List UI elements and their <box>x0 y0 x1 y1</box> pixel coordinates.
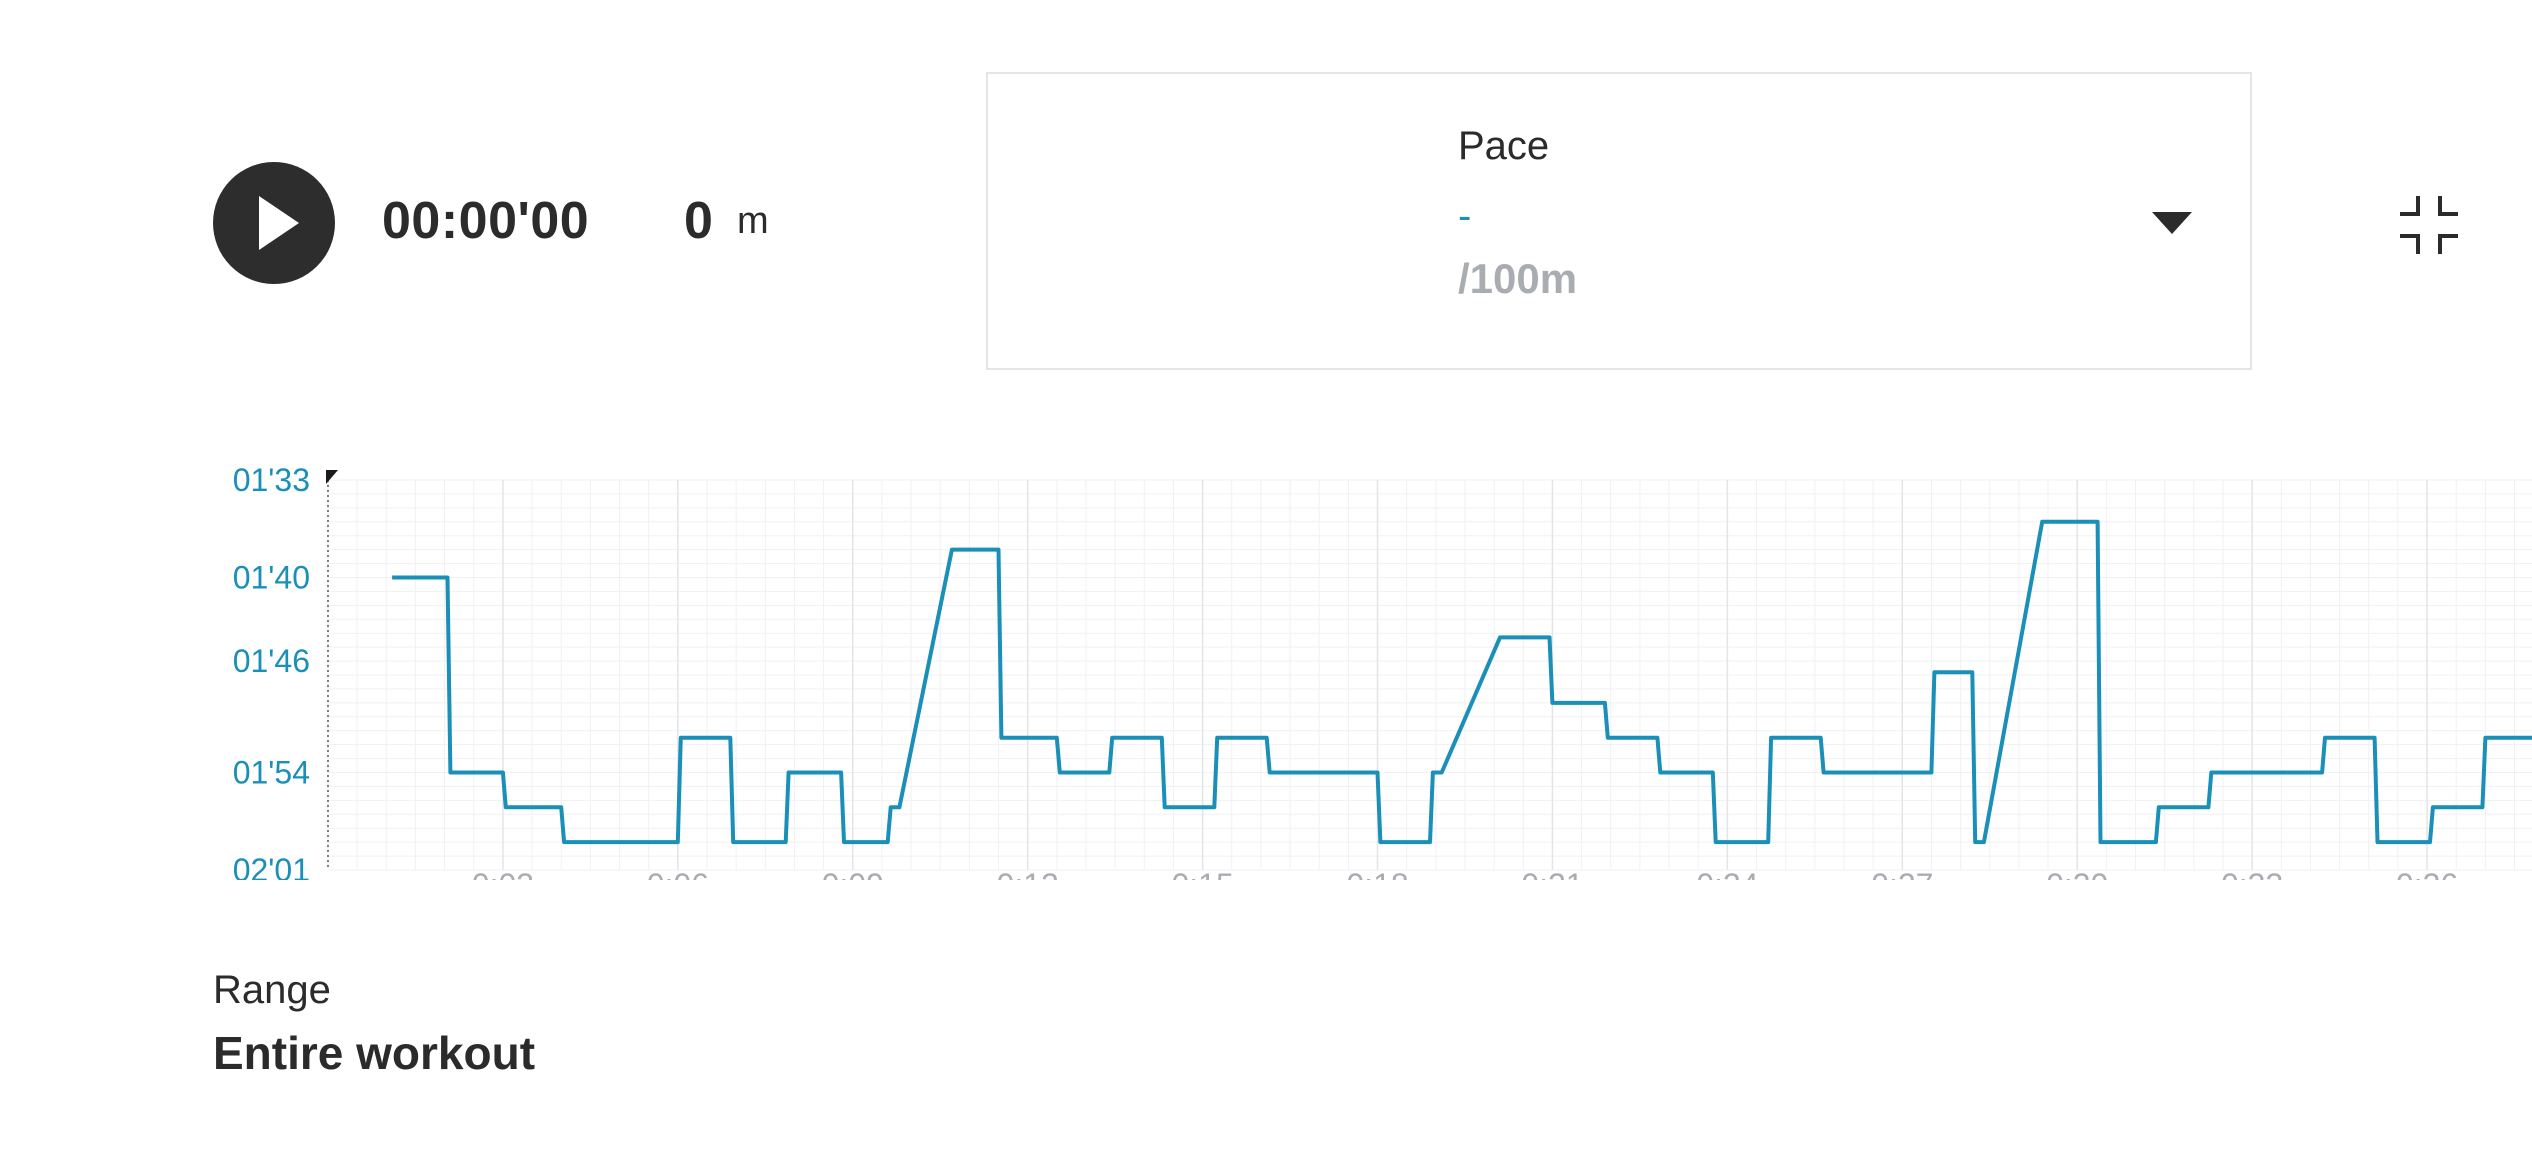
metric-label: Pace <box>1458 124 1550 168</box>
metric-value: - <box>1458 194 1472 238</box>
distance-value: 0 <box>684 192 713 250</box>
chart-series <box>392 519 2532 845</box>
pace-chart-svg: 0:03 0:06 0:09 0:12 0:15 0:18 0:21 0:24 0:27 0:30… <box>233 462 2532 903</box>
pace-chart[interactable]: 0:03 0:06 0:09 0:12 0:15 0:18 0:21 0:24 0:27 0:30… <box>200 460 2532 903</box>
y-tick-label: 01'33 <box>233 462 310 498</box>
metric-unit: /100m <box>1458 255 1578 302</box>
x-tick-label: 0:24 <box>1696 867 1758 880</box>
play-button[interactable] <box>213 162 335 284</box>
play-icon <box>259 196 299 250</box>
y-tick-label: 01'54 <box>233 755 310 791</box>
chart-axes: 0:03 0:06 0:09 0:12 0:15 0:18 0:21 0:24 0:27 0:30… <box>233 462 2458 903</box>
x-tick-label: 0:09 <box>822 867 884 880</box>
distance-unit: m <box>737 200 769 242</box>
elapsed-time: 00:00'00 <box>382 192 590 250</box>
metric-selector[interactable]: Pace - /100m <box>986 72 2252 370</box>
chevron-down-icon[interactable] <box>2150 210 2194 236</box>
collapse-button[interactable] <box>2394 190 2464 260</box>
x-tick-label: 0:33 <box>2221 867 2283 880</box>
x-tick-label: 0:36 <box>2396 867 2458 880</box>
x-tick-label: 0:06 <box>647 867 709 880</box>
cursor-marker-icon[interactable] <box>326 470 338 484</box>
x-tick-label: 0:18 <box>1346 867 1408 880</box>
x-tick-label: 0:15 <box>1171 867 1233 880</box>
collapse-icon <box>2400 196 2458 254</box>
chart-grid <box>327 479 2532 871</box>
x-tick-label: 0:12 <box>997 867 1059 880</box>
y-tick-label: 02'01 <box>233 852 310 880</box>
x-tick-label: 0:27 <box>1871 867 1933 880</box>
pace-series-line <box>392 519 2532 845</box>
range-label: Range <box>213 968 331 1012</box>
y-tick-label: 01'40 <box>233 560 310 596</box>
x-tick-label: 0:03 <box>472 867 534 880</box>
x-tick-label: 0:21 <box>1521 867 1583 880</box>
y-tick-label: 01'46 <box>233 643 310 679</box>
x-tick-label: 0:30 <box>2046 867 2108 880</box>
range-value[interactable]: Entire workout <box>213 1027 536 1079</box>
